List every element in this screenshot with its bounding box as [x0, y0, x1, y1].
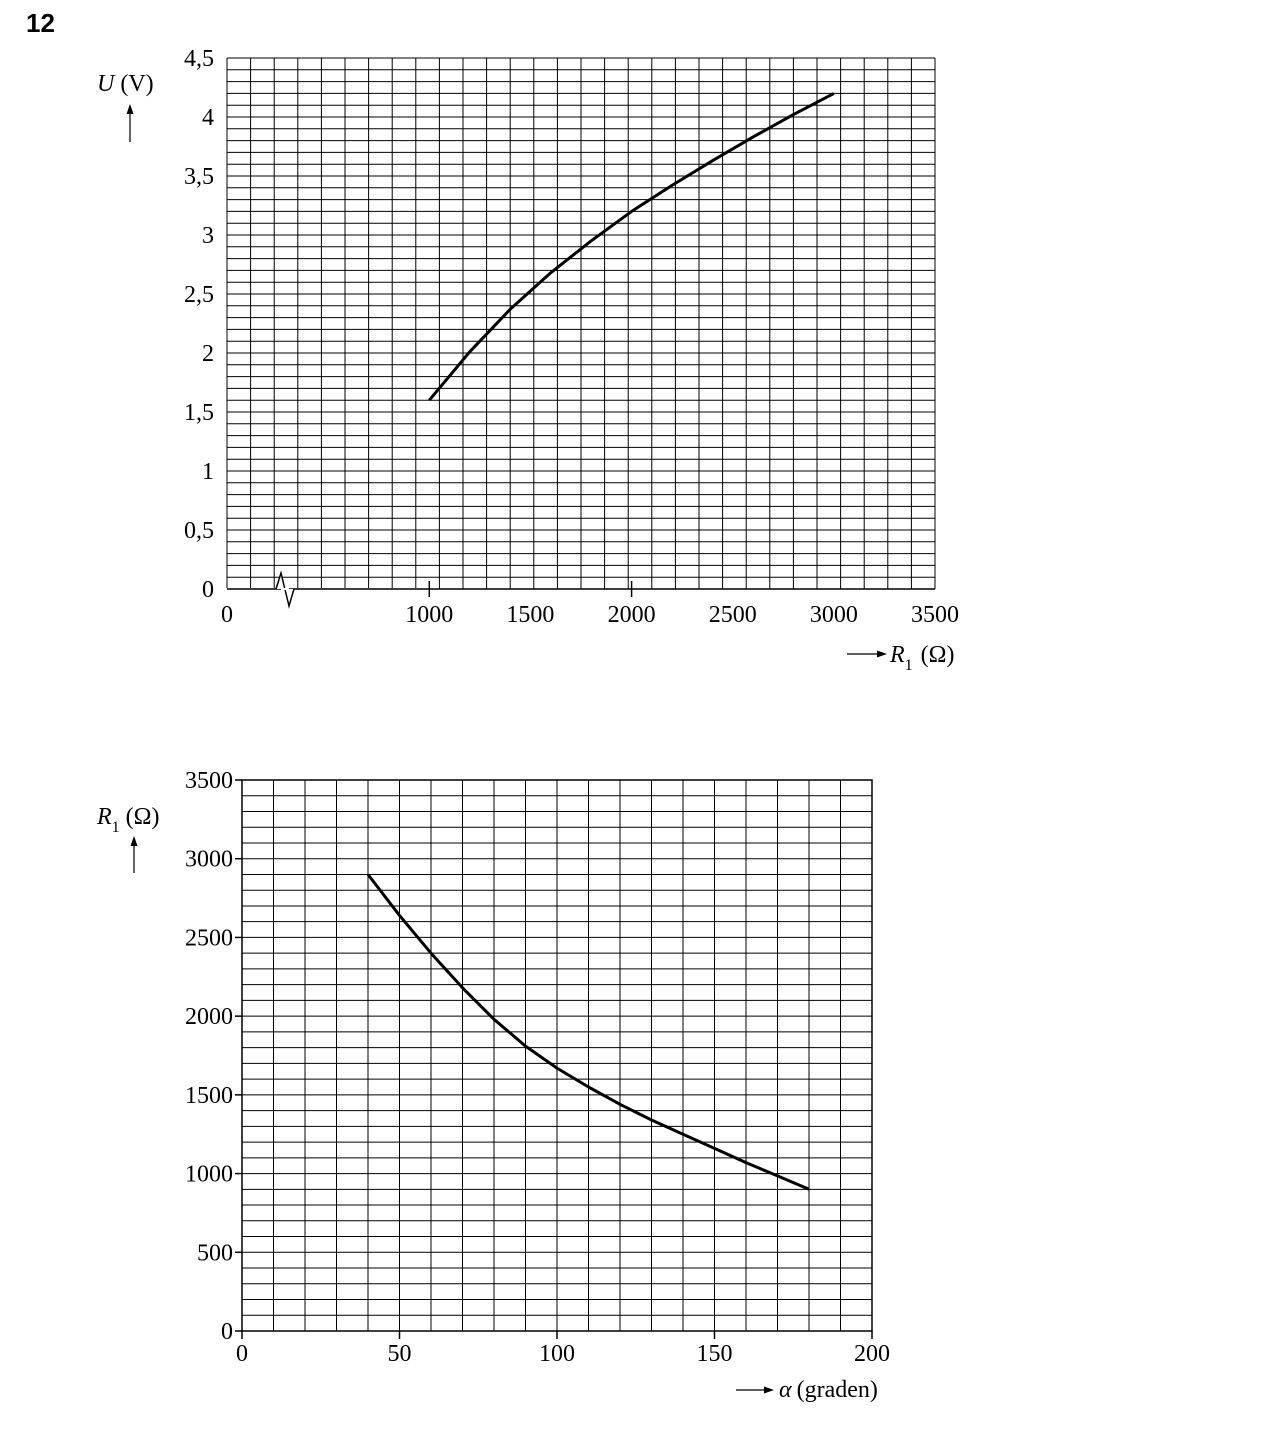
chart1-y-tick-label: 0 [202, 577, 214, 603]
chart2-y-tick-label: 1500 [185, 1083, 233, 1109]
chart-r1-vs-alpha: 0 50 100 150 2000500100015002000250030003500… [96, 768, 890, 1403]
chart2-x-tick-label: 150 [697, 1341, 733, 1367]
chart2-x-tick-label: 0 [236, 1341, 248, 1367]
chart1-x-tick-label: 2000 [608, 602, 656, 628]
chart1-y-tick-label: 0,5 [184, 518, 214, 544]
chart2-y-axis-unit: (Ω) [126, 804, 160, 830]
chart1-x-tick-label: 1000 [405, 602, 453, 628]
chart1-x-axis-title: R1 (Ω) [889, 642, 955, 674]
chart1-y-tick-label: 4 [202, 105, 214, 131]
chart1-x-tick-label: 1500 [506, 602, 554, 628]
chart1-y-tick-label: 1 [202, 459, 214, 485]
chart1-y-axis-symbol: U [97, 71, 116, 97]
chart2-y-tick-label: 1000 [185, 1162, 233, 1188]
chart2-y-tick-label: 0 [221, 1319, 233, 1345]
chart1-y-tick-label: 2 [202, 341, 214, 367]
chart1-x-axis-unit: (Ω) [921, 642, 955, 668]
chart2-y-axis-title: R1 (Ω) [96, 804, 160, 836]
chart1-x-axis-arrowhead [877, 650, 887, 658]
chart1-x-tick-label: 0 [221, 602, 233, 628]
chart1-y-tick-label: 3 [202, 223, 214, 249]
chart1-break-mask [226, 588, 430, 612]
chart1-y-tick-label: 3,5 [184, 164, 214, 190]
chart2-x-axis-arrowhead [764, 1386, 774, 1394]
chart1-x-axis-symbol: R [889, 642, 905, 668]
chart2-y-tick-label: 2000 [185, 1004, 233, 1030]
chart1-x-tick-label: 2500 [709, 602, 757, 628]
chart2-y-tick-label: 3500 [185, 768, 233, 794]
chart1-y-tick-label: 2,5 [184, 282, 214, 308]
chart1-x-tick-label: 3500 [911, 602, 959, 628]
chart2-y-tick-label: 500 [197, 1240, 233, 1266]
chart2-series-line [366, 873, 810, 1191]
chart1-y-axis-unit: (V) [120, 71, 153, 97]
chart2-y-axis-symbol: R [96, 804, 112, 830]
question-number: 12 [26, 8, 55, 38]
chart1-y-tick-label: 4,5 [184, 46, 214, 72]
chart2-x-tick-label: 50 [388, 1341, 412, 1367]
chart2-x-axis-title: α (graden) [779, 1377, 878, 1403]
chart2-y-tick-label: 2500 [185, 925, 233, 951]
chart2-x-axis-symbol: α [779, 1377, 792, 1403]
chart-u-vs-r1: 0 1000 1500 2000 2500 3000 3500 0 0,5 1 1,5 2 2,5 3 3,… [97, 46, 959, 674]
chart2-y-axis-arrowhead [130, 836, 138, 846]
chart2-y-axis-subscript: 1 [112, 819, 120, 836]
chart1-x-tick-label: 3000 [810, 602, 858, 628]
chart1-series-line [428, 92, 835, 402]
chart1-y-axis-arrowhead [126, 104, 134, 114]
chart1-x-axis-subscript: 1 [905, 657, 913, 674]
chart2-y-tick-label: 3000 [185, 847, 233, 873]
chart2-x-tick-label: 100 [539, 1341, 575, 1367]
chart1-y-tick-label: 1,5 [184, 400, 214, 426]
chart2-x-tick-label: 200 [854, 1341, 890, 1367]
chart1-y-axis-title: U (V) [97, 71, 154, 97]
chart2-x-axis-unit: (graden) [797, 1377, 878, 1403]
